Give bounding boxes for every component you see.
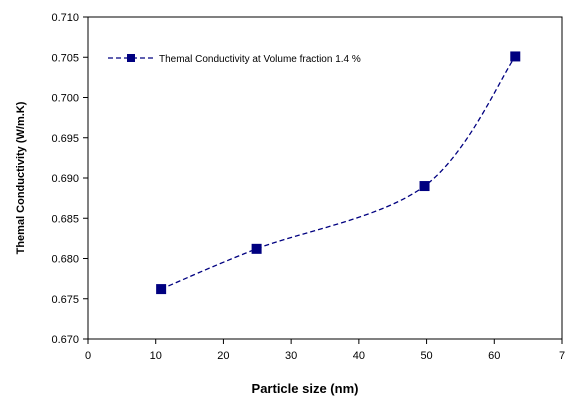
legend: Themal Conductivity at Volume fraction 1…: [108, 54, 361, 65]
y-tick-label: 0.685: [51, 213, 79, 225]
x-tick-label: 20: [217, 350, 229, 362]
data-point-marker: [510, 51, 521, 62]
x-tick-label: 0: [85, 350, 91, 362]
series-line: [160, 56, 516, 290]
data-point-marker: [251, 243, 262, 254]
x-tick-label: 40: [353, 350, 365, 362]
data-point-marker: [156, 284, 167, 295]
legend-marker: [127, 54, 135, 62]
y-tick-label: 0.700: [51, 93, 79, 105]
y-tick-label: 0.695: [51, 133, 79, 145]
y-tick-label: 0.705: [51, 52, 79, 64]
x-tick-label: 10: [150, 350, 162, 362]
legend-label: Themal Conductivity at Volume fraction 1…: [159, 54, 361, 65]
y-tick-label: 0.690: [51, 173, 79, 185]
y-tick-label: 0.680: [51, 254, 79, 266]
x-tick-label: 60: [488, 350, 500, 362]
y-tick-label: 0.670: [51, 334, 79, 346]
x-axis-ticks: 0 10 20 30 40 50 60 7: [85, 339, 565, 362]
y-tick-label: 0.675: [51, 294, 79, 306]
data-point-marker: [419, 181, 430, 192]
x-tick-label: 50: [420, 350, 432, 362]
x-axis-label: Particle size (nm): [252, 381, 359, 396]
plot-area-frame: [87, 16, 563, 340]
series-markers: [156, 51, 521, 295]
y-axis-label: Themal Conductivity (W/m.K): [15, 101, 27, 254]
y-tick-label: 0.710: [51, 12, 79, 24]
y-axis-ticks: 0.670 0.675 0.680 0.685 0.690 0.695 0.700 0.705…: [51, 12, 88, 346]
x-tick-label: 7: [559, 350, 565, 362]
x-tick-label: 30: [285, 350, 297, 362]
